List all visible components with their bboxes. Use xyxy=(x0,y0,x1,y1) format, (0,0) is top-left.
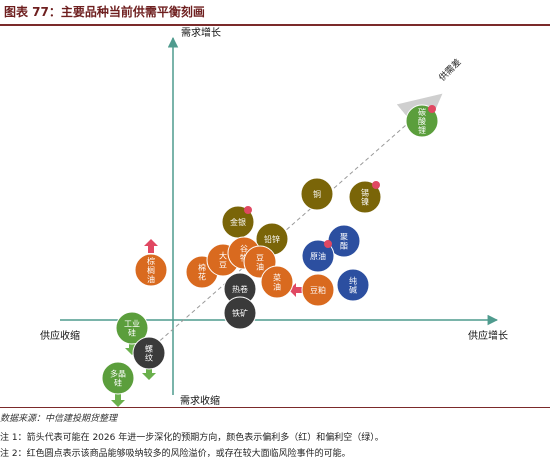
bubble-circle-rebar xyxy=(132,336,166,370)
bubble-label-soda-ash: 碱 xyxy=(349,286,357,295)
bubble-label-polysilicon: 多晶 xyxy=(110,369,126,379)
bubble-label-palm-oil: 榈 xyxy=(147,265,155,275)
bubble-circle-soybean-meal xyxy=(301,273,335,307)
bubble-iron-ore: 铁矿 xyxy=(223,296,257,330)
bubble-label-lead-zinc: 铅锌 xyxy=(264,234,280,244)
bubble-label-lithium-carbonate: 碳 xyxy=(418,107,426,117)
bubble-label-copper: 铜 xyxy=(313,189,321,199)
bubble-circle-industrial-silicon xyxy=(115,311,149,345)
trend-arrow-palm-oil-icon xyxy=(144,239,158,253)
bubble-label-rapeseed-oil: 油 xyxy=(273,282,281,292)
y-axis-bottom-label: 需求收缩 xyxy=(180,396,220,407)
diagonal-label: 供需差 xyxy=(436,56,464,84)
risk-dot-tin-nickel xyxy=(372,181,380,189)
bubble-label-gold-silver: 金银 xyxy=(230,217,246,227)
trend-arrow-rebar-icon xyxy=(142,366,156,380)
bubble-lithium-carbonate: 碳酸锂 xyxy=(405,104,439,138)
risk-dot-crude-oil xyxy=(324,240,332,248)
bubble-copper: 铜 xyxy=(300,177,334,211)
bubble-label-rebar: 螺 xyxy=(145,344,153,354)
bubble-label-soda-ash: 纯 xyxy=(349,276,357,286)
bubble-industrial-silicon: 工业硅 xyxy=(115,311,149,345)
bubble-circle-polysilicon xyxy=(101,361,135,395)
risk-dots-layer xyxy=(244,105,436,248)
bubble-label-lithium-carbonate: 锂 xyxy=(418,125,426,135)
bubble-crude-oil: 原油 xyxy=(301,239,335,273)
bubble-gold-silver: 金银 xyxy=(221,205,255,239)
bubble-label-rapeseed-oil: 菜 xyxy=(273,273,281,283)
bubble-circle-tin-nickel xyxy=(348,180,382,214)
bubble-label-rebar: 纹 xyxy=(145,353,153,363)
risk-dot-gold-silver xyxy=(244,206,252,214)
trend-arrow-polysilicon-icon xyxy=(111,393,125,407)
bubble-circle-rapeseed-oil xyxy=(260,265,294,299)
bubble-soda-ash: 纯碱 xyxy=(336,268,370,302)
footer-rule xyxy=(0,407,550,408)
bubble-polysilicon: 多晶硅 xyxy=(101,361,135,395)
bubble-label-tin-nickel: 锡 xyxy=(361,189,369,198)
bubble-rapeseed-oil: 菜油 xyxy=(260,265,294,299)
bubble-label-lithium-carbonate: 酸 xyxy=(418,116,426,126)
bubbles-layer: 碳酸锂铜锡镍金银铅锌聚酯原油纯碱棕榈油棉花大豆谷物豆油菜油豆粕热卷铁矿工业硅螺纹… xyxy=(101,104,439,395)
bubble-palm-oil: 棕榈油 xyxy=(134,253,168,287)
bubble-circle-iron-ore xyxy=(223,296,257,330)
bubble-polyester: 聚酯 xyxy=(327,224,361,258)
source-note: 数据来源：中信建投期货整理 xyxy=(0,414,118,424)
bubble-label-cotton: 棉 xyxy=(198,263,206,273)
balance-diagonal-line xyxy=(154,103,431,346)
bubble-circle-soda-ash xyxy=(336,268,370,302)
note-2: 注 2：红色圆点表示该商品能够吸纳较多的风险溢价，或存在较大面临风险事件的可能。 xyxy=(0,449,351,459)
bubble-circle-crude-oil xyxy=(301,239,335,273)
bubble-label-palm-oil: 棕 xyxy=(147,256,155,266)
bubble-label-cotton: 花 xyxy=(198,272,206,282)
bubble-label-iron-ore: 铁矿 xyxy=(232,308,248,318)
bubble-label-soybean-meal: 豆粕 xyxy=(310,285,326,295)
y-axis-top-label: 需求增长 xyxy=(181,28,221,39)
bubble-label-industrial-silicon: 硅 xyxy=(128,328,136,338)
bubble-circle-copper xyxy=(300,177,334,211)
bubble-label-palm-oil: 油 xyxy=(147,274,155,284)
bubble-rebar: 螺纹 xyxy=(132,336,166,370)
bubble-label-crude-oil: 原油 xyxy=(310,251,326,261)
bubble-tin-nickel: 锡镍 xyxy=(348,180,382,214)
bubble-circle-palm-oil xyxy=(134,253,168,287)
bubble-label-hot-rolled-coil: 热卷 xyxy=(232,284,248,294)
bubble-label-soybean: 豆 xyxy=(219,261,227,270)
x-axis-left-label: 供应收缩 xyxy=(40,331,80,342)
bubble-label-industrial-silicon: 工业 xyxy=(124,319,140,329)
bubble-label-soybean-oil: 油 xyxy=(256,262,264,272)
bubble-label-grain: 谷 xyxy=(240,245,248,254)
bubble-label-polysilicon: 硅 xyxy=(114,378,122,388)
bubble-label-soybean-oil: 豆 xyxy=(256,254,264,263)
bubble-soybean-meal: 豆粕 xyxy=(301,273,335,307)
bubble-circle-lithium-carbonate xyxy=(405,104,439,138)
note-1: 注 1：箭头代表可能在 2026 年进一步深化的预期方向，颜色表示偏利多（红）和… xyxy=(0,433,384,443)
x-axis-right-label: 供应增长 xyxy=(468,331,508,342)
bubble-label-polyester: 聚 xyxy=(340,233,348,242)
bubble-label-grain: 物 xyxy=(240,253,248,263)
risk-dot-lithium-carbonate xyxy=(428,105,436,113)
bubble-label-polyester: 酯 xyxy=(340,242,348,251)
bubble-label-tin-nickel: 镍 xyxy=(361,197,369,207)
bubble-label-soybean: 大 xyxy=(219,251,227,261)
figure-title: 图表 77：主要品种当前供需平衡刻画 xyxy=(4,5,205,19)
title-bar: 图表 77：主要品种当前供需平衡刻画 xyxy=(0,0,550,26)
